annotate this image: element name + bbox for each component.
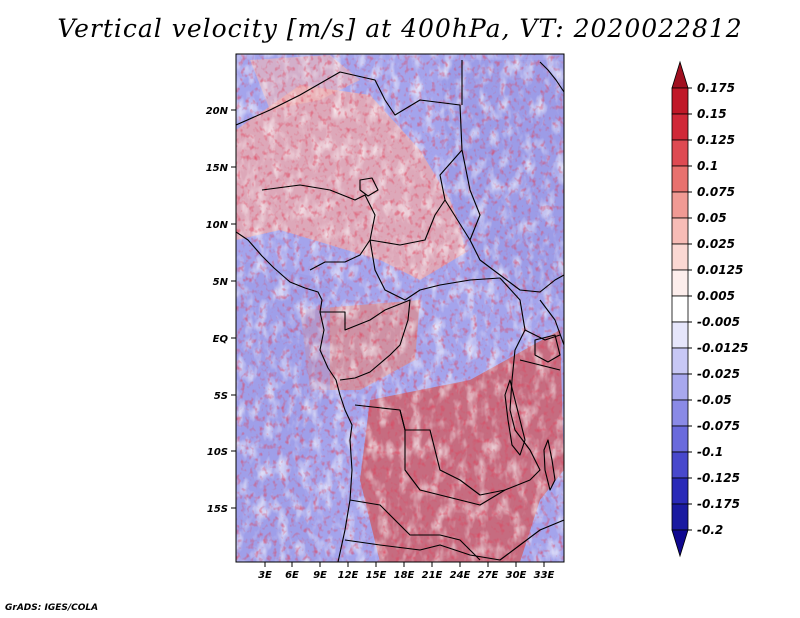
lat-label: EQ xyxy=(213,334,229,345)
lat-label: 10S xyxy=(207,447,228,458)
map-frame xyxy=(235,53,565,563)
lat-labels: 20N 15N 10N 5N EQ 5S 10S 15S xyxy=(206,106,229,515)
colorbar-cell xyxy=(671,451,689,479)
colorbar-label: -0.125 xyxy=(697,471,740,485)
colorbar-label: -0.175 xyxy=(697,497,740,511)
lat-tick-marks xyxy=(231,109,236,509)
colorbar-label: -0.05 xyxy=(697,393,732,407)
lon-label: 30E xyxy=(506,570,527,581)
lon-label: 27E xyxy=(478,570,499,581)
colorbar: 0.175 0.15 0.125 0.1 0.075 0.05 0.025 0.… xyxy=(671,60,748,558)
lat-label: 10N xyxy=(206,220,229,231)
lon-label: 21E xyxy=(422,570,443,581)
colorbar-ticks xyxy=(688,87,692,531)
border-southern xyxy=(344,519,564,561)
colorbar-label: 0.075 xyxy=(697,185,735,199)
colorbar-label: -0.025 xyxy=(697,367,740,381)
colorbar-label: -0.005 xyxy=(697,315,740,329)
lake-malawi xyxy=(543,439,556,491)
colorbar-label: 0.125 xyxy=(697,133,735,147)
colorbar-cell xyxy=(671,87,689,115)
colorbar-cell xyxy=(671,113,689,141)
lon-label: 18E xyxy=(394,570,415,581)
colorbar-cell xyxy=(671,165,689,193)
lat-label: 20N xyxy=(206,106,229,117)
lon-tick-marks xyxy=(264,562,545,567)
colorbar-cell xyxy=(671,347,689,375)
colorbar-cells xyxy=(671,60,689,558)
border-car xyxy=(369,199,501,301)
border-nigeria xyxy=(261,184,376,271)
lon-label: 24E xyxy=(450,570,471,581)
colorbar-cell xyxy=(671,139,689,167)
colorbar-cell xyxy=(671,191,689,219)
colorbar-label: -0.075 xyxy=(697,419,740,433)
colorbar-label: 0.005 xyxy=(697,289,735,303)
border-congo xyxy=(320,299,411,381)
colorbar-cell xyxy=(671,399,689,427)
lon-label: 3E xyxy=(258,570,272,581)
lon-label: 15E xyxy=(366,570,387,581)
colorbar-labels: 0.175 0.15 0.125 0.1 0.075 0.05 0.025 0.… xyxy=(697,81,748,537)
colorbar-label: 0.175 xyxy=(697,81,735,95)
lat-label: 5N xyxy=(213,277,229,288)
border-angola-zambia xyxy=(349,409,506,561)
coastline-red-sea xyxy=(539,61,564,93)
colorbar-label: -0.2 xyxy=(697,523,723,537)
border-sahara xyxy=(236,71,463,201)
colorbar-cell xyxy=(671,243,689,271)
colorbar-label: 0.1 xyxy=(697,159,718,173)
border-drc xyxy=(354,277,541,496)
lon-label: 9E xyxy=(313,570,327,581)
colorbar-label: 0.15 xyxy=(697,107,727,121)
colorbar-bottom-arrow xyxy=(671,529,689,558)
lon-label: 6E xyxy=(285,570,299,581)
map-title: Vertical velocity [m/s] at 400hPa, VT: 2… xyxy=(57,14,743,43)
lat-label: 15N xyxy=(206,163,229,174)
colorbar-cell xyxy=(671,217,689,245)
lake-victoria xyxy=(534,334,561,363)
lat-label: 15S xyxy=(207,504,228,515)
field-speckle xyxy=(236,54,564,562)
lon-label: 12E xyxy=(338,570,359,581)
coastlines-borders xyxy=(236,60,564,562)
colorbar-cell xyxy=(671,425,689,453)
coastline-west-africa xyxy=(236,231,353,562)
colorbar-label: 0.05 xyxy=(697,211,727,225)
colorbar-label: 0.0125 xyxy=(697,263,743,277)
colorbar-cell xyxy=(671,477,689,505)
lon-label: 33E xyxy=(534,570,555,581)
colorbar-label: -0.0125 xyxy=(697,341,748,355)
colorbar-label: -0.1 xyxy=(697,445,723,459)
vertical-velocity-field xyxy=(236,54,564,562)
colorbar-cell xyxy=(671,295,689,323)
lake-chad xyxy=(359,177,379,197)
lon-labels: 3E 6E 9E 12E 15E 18E 21E 24E 27E 30E 33E xyxy=(258,570,554,581)
colorbar-cell xyxy=(671,269,689,297)
colorbar-cell xyxy=(671,373,689,401)
lake-tanganyika xyxy=(504,379,526,456)
colorbar-top-arrow xyxy=(671,60,689,89)
grads-credit: GrADS: IGES/COLA xyxy=(5,603,99,613)
colorbar-cell xyxy=(671,321,689,349)
border-sudan-chad xyxy=(461,60,564,293)
lat-label: 5S xyxy=(214,391,228,402)
colorbar-cell xyxy=(671,503,689,531)
colorbar-label: 0.025 xyxy=(697,237,735,251)
